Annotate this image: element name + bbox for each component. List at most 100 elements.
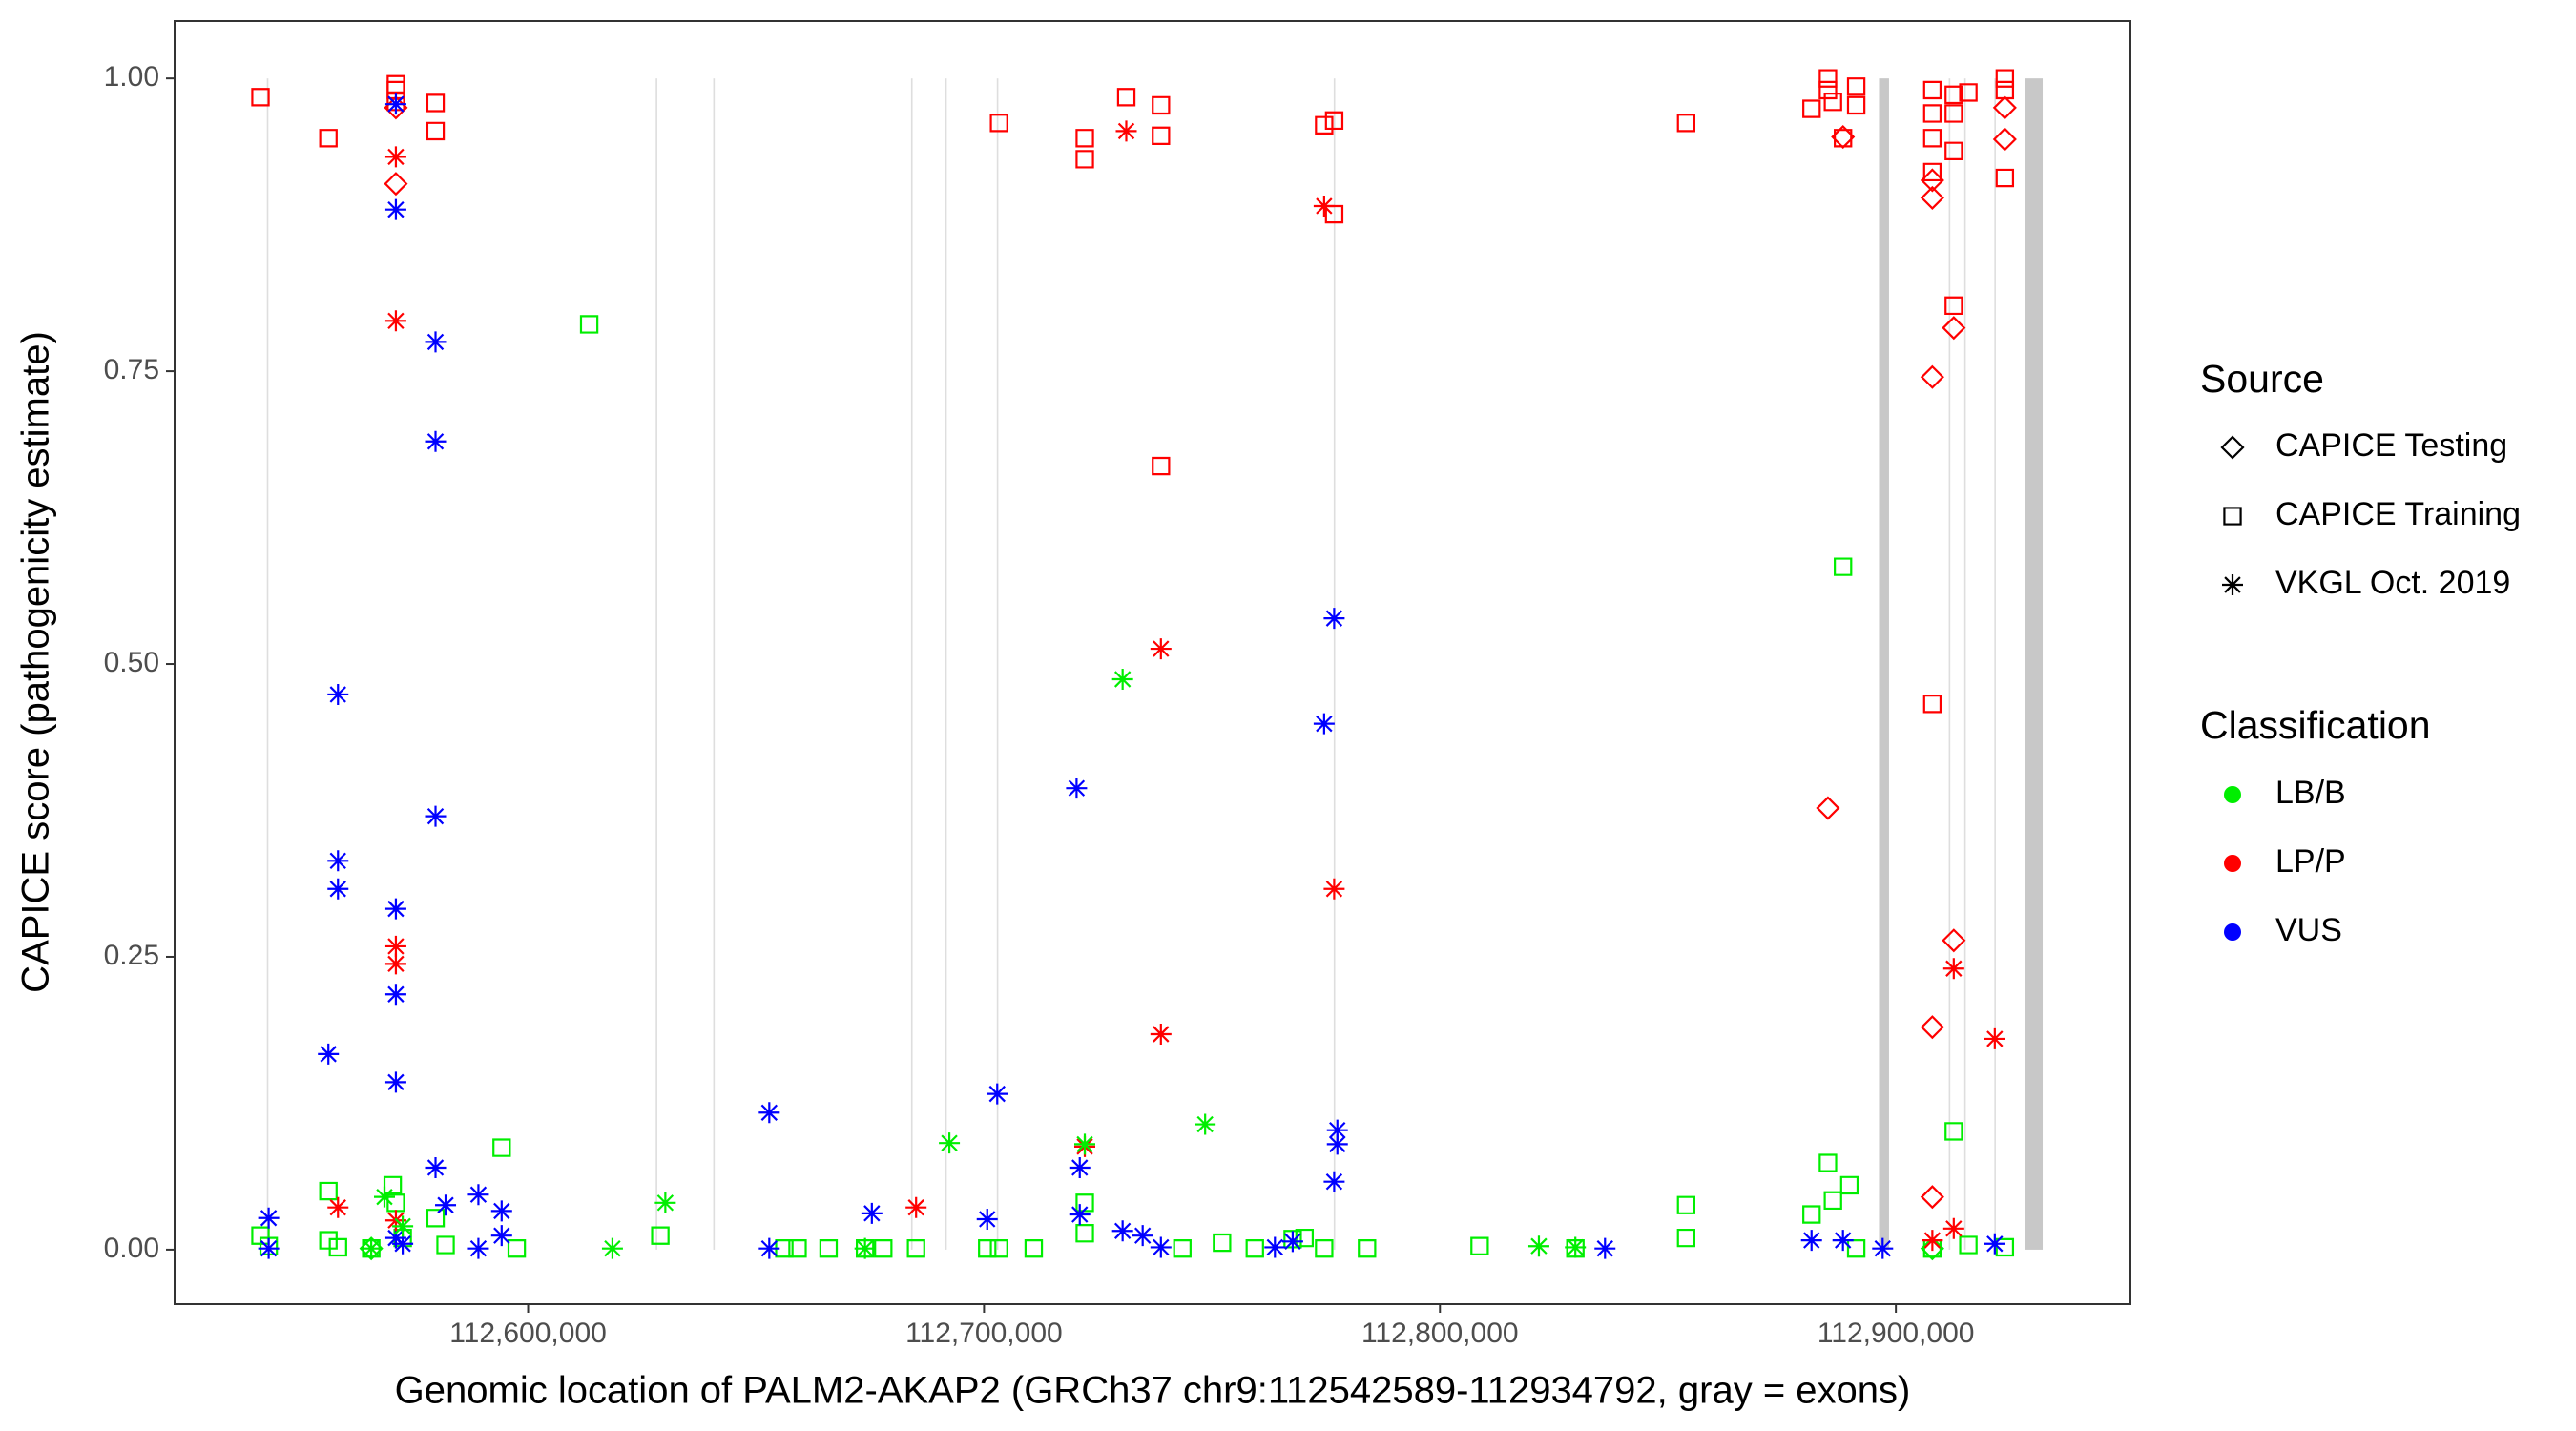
data-point (1313, 713, 1335, 735)
data-point (384, 1071, 406, 1093)
data-point (579, 315, 599, 334)
data-point (1152, 95, 1171, 115)
data-point (1831, 124, 1856, 150)
data-point (1839, 1175, 1859, 1195)
data-point (1323, 878, 1345, 900)
data-point (384, 953, 406, 975)
exon (910, 78, 913, 1250)
data-point (855, 1239, 875, 1258)
legend-key (2222, 574, 2243, 595)
y-tick-label: 0.50 (104, 647, 159, 678)
data-point (1152, 126, 1171, 145)
x-axis-title: Genomic location of PALM2-AKAP2 (GRCh37 … (395, 1370, 1911, 1412)
data-point (327, 850, 349, 872)
x-tick-label: 112,700,000 (905, 1317, 1063, 1349)
data-point (1326, 1133, 1348, 1155)
exon (1963, 78, 1966, 1250)
data-point (1922, 80, 1942, 100)
data-point (1995, 1237, 2015, 1257)
data-point (327, 878, 349, 900)
data-point (874, 1239, 893, 1258)
data-point (1944, 85, 1963, 105)
data-point (1984, 1233, 2005, 1255)
data-point (1802, 1205, 1821, 1224)
data-point (362, 1239, 381, 1258)
exon (1333, 78, 1336, 1250)
data-point (1326, 1119, 1348, 1141)
data-point (467, 1184, 489, 1206)
data-point (319, 129, 338, 148)
data-point (1565, 1236, 1587, 1258)
data-point (1992, 127, 2017, 152)
y-axis-title: CAPICE score (pathogenicity estimate) (15, 331, 57, 993)
data-point (426, 1209, 446, 1228)
data-point (861, 1202, 883, 1224)
data-point (1944, 296, 1963, 316)
data-point (758, 1237, 780, 1259)
data-point (319, 1231, 338, 1250)
data-point (426, 121, 446, 141)
data-point (1818, 69, 1838, 88)
data-point (1922, 1230, 1943, 1252)
data-point (1213, 1233, 1232, 1253)
data-point (1150, 638, 1172, 660)
data-point (1323, 1171, 1345, 1192)
data-point (1942, 958, 1964, 980)
data-point (1111, 1220, 1133, 1242)
data-point (654, 1192, 676, 1213)
data-point (1846, 77, 1866, 96)
data-point (1069, 1204, 1091, 1226)
legend-key (2220, 435, 2245, 460)
data-point (978, 1239, 997, 1258)
data-point (1323, 608, 1345, 630)
legend-label: LB/B (2275, 775, 2346, 811)
data-point (1995, 168, 2015, 188)
data-point (425, 805, 447, 827)
data-point (1676, 114, 1695, 133)
x-tick-label: 112,800,000 (1361, 1317, 1519, 1349)
legend-label: CAPICE Training (2275, 496, 2521, 532)
data-point (436, 1235, 455, 1255)
data-point (1150, 1024, 1172, 1045)
data-point (1922, 104, 1942, 123)
data-point (1818, 80, 1838, 100)
legend-label: LP/P (2275, 843, 2346, 880)
data-point (1800, 1230, 1822, 1252)
data-point (1922, 695, 1942, 714)
data-point (426, 93, 446, 113)
data-point (1295, 1228, 1315, 1248)
data-point (1150, 1236, 1172, 1258)
data-point (361, 1237, 383, 1259)
exon (1879, 78, 1889, 1250)
data-point (987, 1083, 1008, 1105)
data-point (384, 93, 406, 115)
data-point (1315, 115, 1334, 135)
data-point (819, 1239, 839, 1258)
data-point (384, 198, 406, 220)
data-point (1075, 1224, 1094, 1243)
data-point (1922, 129, 1942, 148)
data-point (1313, 195, 1335, 217)
data-point (384, 984, 406, 1006)
data-point (1920, 1236, 1944, 1261)
data-point (327, 683, 349, 705)
data-point (1116, 88, 1136, 107)
exon (655, 78, 657, 1250)
legend-title: Classification (2200, 703, 2431, 747)
data-point (1566, 1239, 1585, 1258)
legend-label: VKGL Oct. 2019 (2275, 565, 2510, 601)
legend-title: Source (2200, 357, 2324, 401)
data-point (435, 1194, 457, 1216)
data-point (906, 1239, 925, 1258)
exon (945, 78, 947, 1250)
y-tick-label: 1.00 (104, 61, 159, 93)
data-point (1834, 129, 1853, 148)
data-point (1324, 111, 1344, 131)
legend-key (2224, 923, 2241, 941)
data-point (384, 146, 406, 168)
data-point (1245, 1239, 1264, 1258)
data-point (467, 1237, 489, 1259)
data-point (1922, 162, 1942, 182)
data-point (1075, 1193, 1094, 1213)
